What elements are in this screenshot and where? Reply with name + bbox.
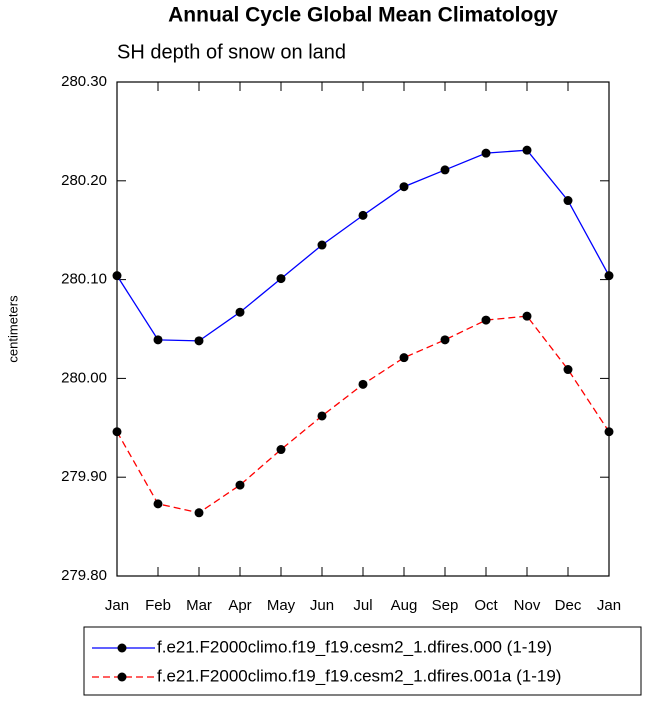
data-point (399, 353, 409, 363)
data-point (276, 274, 286, 284)
data-point (440, 165, 450, 175)
data-point (604, 427, 614, 437)
data-point (153, 335, 163, 345)
data-point (235, 307, 245, 317)
y-tick-label: 280.20 (61, 172, 107, 189)
y-tick-label: 280.30 (61, 73, 107, 90)
chart-subtitle: SH depth of snow on land (117, 41, 346, 63)
data-point (276, 445, 286, 455)
y-tick-label: 279.90 (61, 468, 107, 485)
x-tick-label: Apr (228, 597, 251, 614)
legend-box (83, 626, 642, 696)
data-point (194, 336, 204, 346)
legend-marker (117, 672, 127, 682)
x-tick-label: Jul (353, 597, 372, 614)
y-tick-label: 280.00 (61, 369, 107, 386)
x-tick-label: Jun (310, 597, 334, 614)
data-point (522, 311, 532, 321)
data-point (481, 148, 491, 158)
data-point (317, 411, 327, 421)
series-line (116, 315, 610, 514)
x-tick-label: Dec (555, 597, 582, 614)
data-point (563, 365, 573, 375)
x-tick-label: Feb (145, 597, 171, 614)
data-point (563, 196, 573, 206)
y-tick-label: 279.80 (61, 567, 107, 584)
plot-frame (116, 81, 610, 577)
data-point (481, 315, 491, 325)
x-tick-label: Jan (597, 597, 621, 614)
legend-label: f.e21.F2000climo.f19_f19.cesm2_1.dfires.… (157, 637, 552, 656)
data-point (358, 379, 368, 389)
x-tick-label: Sep (432, 597, 459, 614)
data-point (358, 210, 368, 220)
legend-marker (117, 643, 127, 653)
legend-label: f.e21.F2000climo.f19_f19.cesm2_1.dfires.… (157, 666, 561, 685)
x-tick-label: Jan (105, 597, 129, 614)
x-tick-label: Oct (474, 597, 498, 614)
data-point (153, 499, 163, 509)
data-point (399, 182, 409, 192)
series-line (116, 149, 610, 342)
x-tick-label: Aug (391, 597, 418, 614)
data-point (440, 335, 450, 345)
x-tick-label: May (267, 597, 296, 614)
chart-title: Annual Cycle Global Mean Climatology (168, 4, 558, 27)
y-tick-label: 280.10 (61, 271, 107, 288)
x-tick-label: Nov (514, 597, 541, 614)
data-point (317, 240, 327, 250)
data-point (194, 508, 204, 518)
data-point (522, 145, 532, 155)
x-tick-label: Mar (186, 597, 212, 614)
y-axis-label: centimeters (5, 295, 20, 363)
data-point (235, 480, 245, 490)
data-point (112, 427, 122, 437)
data-point (604, 271, 614, 281)
data-point (112, 271, 122, 281)
